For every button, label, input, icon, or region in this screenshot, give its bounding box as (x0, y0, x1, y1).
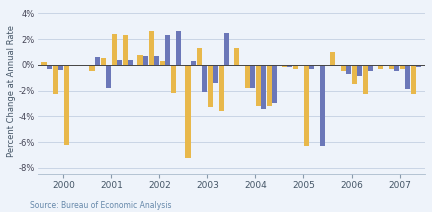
Bar (400, 65, 405, 69)
Bar (368, 65, 374, 71)
Bar (309, 65, 314, 69)
Bar (53, 65, 58, 95)
Bar (261, 65, 266, 109)
Bar (346, 65, 351, 74)
Bar (165, 35, 170, 65)
Bar (128, 60, 133, 65)
Bar (304, 65, 309, 146)
Bar (202, 65, 207, 92)
Bar (208, 65, 213, 107)
Bar (286, 65, 292, 67)
Bar (250, 65, 255, 88)
Bar (267, 65, 272, 106)
Bar (47, 65, 52, 69)
Bar (58, 65, 63, 70)
Bar (352, 65, 357, 84)
Bar (293, 65, 298, 69)
Bar (95, 57, 100, 65)
Bar (112, 34, 117, 65)
Bar (41, 62, 47, 65)
Y-axis label: Percent Change at Annual Rate: Percent Change at Annual Rate (7, 25, 16, 157)
Bar (176, 31, 181, 65)
Bar (106, 65, 111, 88)
Bar (245, 65, 250, 88)
Bar (89, 65, 95, 71)
Bar (272, 65, 277, 103)
Bar (411, 65, 416, 95)
Bar (315, 65, 321, 66)
Bar (405, 65, 410, 89)
Bar (363, 65, 368, 95)
Bar (117, 60, 122, 65)
Bar (101, 59, 106, 65)
Bar (234, 48, 238, 65)
Bar (75, 65, 80, 66)
Bar (219, 65, 224, 111)
Bar (394, 65, 399, 71)
Bar (137, 54, 143, 65)
Bar (357, 65, 362, 77)
Bar (378, 65, 383, 69)
Bar (171, 65, 176, 93)
Bar (330, 52, 335, 65)
Bar (154, 56, 159, 65)
Bar (143, 56, 148, 65)
Bar (123, 35, 128, 65)
Bar (224, 33, 229, 65)
Bar (64, 65, 69, 145)
Bar (185, 65, 191, 158)
Bar (321, 65, 325, 146)
Bar (191, 61, 196, 65)
Bar (256, 65, 261, 106)
Bar (383, 65, 388, 66)
Bar (389, 65, 394, 69)
Bar (341, 65, 346, 71)
Bar (416, 65, 422, 67)
Bar (282, 65, 286, 67)
Text: Source: Bureau of Economic Analysis: Source: Bureau of Economic Analysis (30, 201, 172, 210)
Bar (160, 61, 165, 65)
Bar (149, 31, 154, 65)
Bar (197, 48, 202, 65)
Bar (213, 65, 218, 83)
